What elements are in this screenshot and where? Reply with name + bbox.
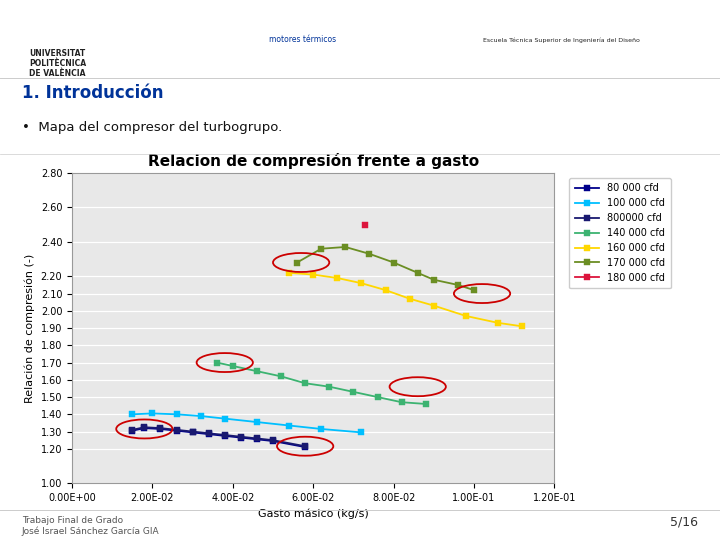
Line: 160 000 cfd: 160 000 cfd — [287, 270, 525, 329]
170 000 cfd — [317, 246, 325, 252]
160 000 cfd — [309, 271, 318, 278]
80 000 cfd — [140, 425, 149, 431]
170 000 cfd — [390, 259, 398, 266]
800000 cfd — [172, 427, 181, 433]
80 000 cfd — [220, 433, 229, 439]
80 000 cfd — [236, 434, 245, 441]
100 000 cfd — [128, 411, 137, 417]
Text: •  Mapa del compresor del turbogrupo.: • Mapa del compresor del turbogrupo. — [22, 122, 282, 134]
Line: 800000 cfd: 800000 cfd — [130, 424, 308, 449]
800000 cfd — [140, 424, 149, 430]
100 000 cfd — [197, 413, 205, 419]
Text: Escuela Técnica Superior de Ingeniería del Diseño: Escuela Técnica Superior de Ingeniería d… — [483, 38, 640, 43]
100 000 cfd — [317, 426, 325, 432]
Y-axis label: Relación de compresión (-): Relación de compresión (-) — [24, 253, 35, 403]
160 000 cfd — [284, 269, 294, 276]
Line: 100 000 cfd: 100 000 cfd — [130, 410, 364, 435]
80 000 cfd — [128, 428, 137, 434]
800000 cfd — [189, 428, 197, 435]
80 000 cfd — [253, 436, 261, 443]
160 000 cfd — [494, 320, 503, 326]
140 000 cfd — [212, 359, 221, 366]
140 000 cfd — [276, 373, 285, 380]
100 000 cfd — [357, 429, 366, 436]
160 000 cfd — [405, 295, 414, 302]
170 000 cfd — [341, 244, 350, 250]
80 000 cfd — [204, 431, 213, 437]
800000 cfd — [253, 435, 261, 442]
140 000 cfd — [228, 363, 237, 369]
160 000 cfd — [518, 323, 526, 329]
170 000 cfd — [429, 276, 438, 283]
Title: Relacion de compresión frente a gasto: Relacion de compresión frente a gasto — [148, 153, 479, 169]
140 000 cfd — [397, 399, 406, 406]
80 000 cfd — [189, 429, 197, 436]
X-axis label: Gasto másico (kg/s): Gasto másico (kg/s) — [258, 509, 369, 519]
Text: motores térmicos: motores térmicos — [269, 35, 336, 44]
800000 cfd — [156, 425, 165, 431]
140 000 cfd — [325, 383, 333, 390]
80 000 cfd — [269, 438, 277, 444]
80 000 cfd — [301, 444, 310, 450]
140 000 cfd — [301, 380, 310, 387]
Legend: 80 000 cfd, 100 000 cfd, 800000 cfd, 140 000 cfd, 160 000 cfd, 170 000 cfd, 180 : 80 000 cfd, 100 000 cfd, 800000 cfd, 140… — [569, 178, 670, 288]
Text: 5/16: 5/16 — [670, 516, 698, 529]
Text: UNIVERSITAT
POLITÈCNICA
DE VALÈNCIA: UNIVERSITAT POLITÈCNICA DE VALÈNCIA — [29, 49, 86, 78]
80 000 cfd — [172, 428, 181, 434]
160 000 cfd — [382, 287, 390, 293]
100 000 cfd — [220, 415, 229, 422]
800000 cfd — [236, 434, 245, 440]
170 000 cfd — [469, 287, 478, 293]
100 000 cfd — [172, 411, 181, 417]
170 000 cfd — [413, 269, 422, 276]
160 000 cfd — [429, 302, 438, 309]
Text: 1. Introducción: 1. Introducción — [22, 84, 163, 102]
100 000 cfd — [253, 419, 261, 426]
140 000 cfd — [253, 368, 261, 374]
Text: Trabajo Final de Grado
José Israel Sánchez García GIA: Trabajo Final de Grado José Israel Sánch… — [22, 516, 159, 536]
Line: 140 000 cfd: 140 000 cfd — [214, 360, 428, 407]
80 000 cfd — [156, 426, 165, 432]
100 000 cfd — [148, 410, 157, 417]
160 000 cfd — [357, 280, 366, 286]
100 000 cfd — [284, 422, 294, 429]
160 000 cfd — [333, 275, 342, 281]
140 000 cfd — [421, 401, 430, 407]
Line: 170 000 cfd: 170 000 cfd — [294, 244, 477, 293]
160 000 cfd — [462, 313, 470, 319]
800000 cfd — [204, 430, 213, 436]
800000 cfd — [269, 437, 277, 443]
170 000 cfd — [454, 282, 462, 288]
140 000 cfd — [349, 389, 358, 395]
800000 cfd — [128, 427, 137, 433]
140 000 cfd — [373, 394, 382, 400]
Line: 80 000 cfd: 80 000 cfd — [130, 426, 308, 450]
170 000 cfd — [293, 259, 302, 266]
800000 cfd — [220, 432, 229, 438]
170 000 cfd — [365, 251, 374, 257]
800000 cfd — [301, 443, 310, 449]
